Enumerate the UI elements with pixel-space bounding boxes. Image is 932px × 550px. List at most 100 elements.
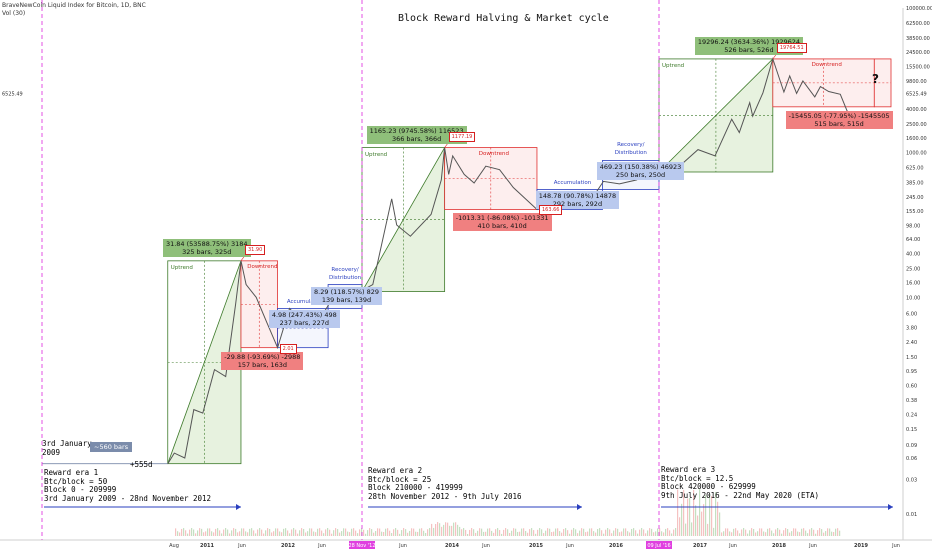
volume-bar bbox=[417, 531, 419, 536]
volume-bar bbox=[553, 531, 555, 536]
volume-bar bbox=[289, 533, 291, 536]
volume-bar bbox=[341, 531, 343, 536]
volume-bar bbox=[677, 489, 679, 536]
volume-bar bbox=[641, 528, 643, 536]
volume-bar bbox=[743, 528, 745, 536]
volume-bar bbox=[187, 533, 189, 536]
volume-bar bbox=[657, 528, 659, 536]
volume-bar bbox=[223, 529, 225, 536]
volume-bar bbox=[511, 530, 513, 536]
phase-label: Recovery/ Distribution bbox=[614, 142, 647, 157]
volume-bar bbox=[621, 531, 623, 536]
volume-bar bbox=[547, 528, 549, 536]
volume-bar bbox=[809, 529, 811, 536]
volume-bar bbox=[213, 532, 215, 536]
volume-bar bbox=[461, 529, 463, 536]
x-tick-label: 2011 bbox=[200, 543, 214, 549]
volume-bar bbox=[199, 528, 201, 536]
volume-bar bbox=[737, 530, 739, 536]
volume-bar bbox=[277, 528, 279, 536]
y-tick-label: 9800.00 bbox=[906, 79, 927, 85]
volume-bar bbox=[793, 528, 795, 536]
volume-bar bbox=[353, 528, 355, 536]
measure-box: 19296.24 (3634.36%) 1929624 526 bars, 52… bbox=[694, 36, 804, 55]
volume-bar bbox=[683, 489, 685, 536]
volume-bar bbox=[489, 528, 491, 536]
volume-bar bbox=[817, 530, 819, 536]
phase-label: Uptrend bbox=[170, 264, 193, 271]
volume-bar bbox=[255, 533, 257, 536]
volume-bar bbox=[533, 530, 535, 536]
volume-bar bbox=[217, 528, 219, 536]
volume-bar bbox=[471, 528, 473, 536]
volume-bar bbox=[651, 528, 653, 536]
volume-bar bbox=[749, 530, 751, 536]
volume-bar bbox=[339, 532, 341, 536]
volume-bar bbox=[377, 528, 379, 536]
halving-date-marker bbox=[349, 541, 375, 549]
volume-bar bbox=[673, 529, 675, 536]
volume-bar bbox=[573, 528, 575, 536]
x-tick-label: Jun bbox=[398, 543, 407, 549]
phase-label: Downtrend bbox=[247, 263, 278, 270]
y-tick-label: 64.00 bbox=[906, 237, 920, 243]
volume-bar bbox=[713, 527, 715, 536]
volume-bar bbox=[825, 531, 827, 536]
volume-bar bbox=[595, 532, 597, 536]
volume-bar bbox=[815, 533, 817, 536]
volume-bar bbox=[459, 526, 461, 536]
volume-bar bbox=[773, 533, 775, 536]
volume-bar bbox=[313, 531, 315, 536]
volume-bar bbox=[307, 531, 309, 536]
volume-bar bbox=[455, 522, 457, 536]
volume-bar bbox=[715, 491, 717, 536]
x-tick-label: 2019 bbox=[854, 543, 868, 549]
volume-bar bbox=[779, 529, 781, 536]
volume-bar bbox=[487, 528, 489, 536]
volume-bar bbox=[293, 528, 295, 536]
volume-bar bbox=[465, 529, 467, 536]
phase-label: Downtrend bbox=[811, 61, 842, 68]
volume-bar bbox=[211, 531, 213, 536]
volume-bar bbox=[515, 528, 517, 536]
volume-bar bbox=[421, 528, 423, 536]
reward-era-2: Reward era 2 Btc/block = 25 Block 210000… bbox=[368, 466, 522, 501]
y-tick-label: 0.15 bbox=[906, 427, 917, 433]
volume-bar bbox=[401, 530, 403, 536]
volume-bar bbox=[279, 531, 281, 536]
volume-bar bbox=[521, 528, 523, 536]
volume-bar bbox=[449, 525, 451, 536]
volume-bar bbox=[805, 530, 807, 536]
volume-bar bbox=[705, 495, 707, 536]
volume-bar bbox=[355, 530, 357, 536]
y-tick-label: 62500.00 bbox=[906, 21, 930, 27]
volume-bar bbox=[281, 532, 283, 536]
y-tick-label: 245.00 bbox=[906, 195, 924, 201]
volume-bar bbox=[457, 524, 459, 536]
y-tick-label: 6525.49 bbox=[906, 92, 927, 98]
volume-bar bbox=[655, 531, 657, 536]
y-tick-label: 3.80 bbox=[906, 326, 917, 332]
volume-bar bbox=[369, 528, 371, 536]
volume-bar bbox=[297, 533, 299, 536]
volume-bar bbox=[761, 528, 763, 536]
reward-era-3: Reward era 3 Btc/block = 12.5 Block 4200… bbox=[661, 465, 820, 500]
y-tick-label: 0.01 bbox=[906, 512, 917, 518]
x-tick-label: 2017 bbox=[693, 543, 707, 549]
volume-bar bbox=[407, 532, 409, 536]
volume-bar bbox=[343, 528, 345, 536]
measure-box: 469.23 (150.38%) 46923 250 bars, 250d bbox=[596, 162, 685, 181]
volume-bar bbox=[801, 528, 803, 536]
volume-bar bbox=[323, 533, 325, 536]
volume-bar bbox=[667, 528, 669, 536]
current-price-label: 6525.49 bbox=[2, 92, 23, 98]
y-tick-label: 155.00 bbox=[906, 209, 924, 215]
volume-bar bbox=[613, 530, 615, 536]
x-tick-label: Jun bbox=[891, 543, 900, 549]
volume-bar bbox=[181, 528, 183, 536]
volume-bar bbox=[189, 529, 191, 536]
volume-bar bbox=[329, 529, 331, 536]
volume-bar bbox=[429, 528, 431, 536]
volume-bar bbox=[839, 530, 841, 536]
volume-bar bbox=[545, 530, 547, 536]
